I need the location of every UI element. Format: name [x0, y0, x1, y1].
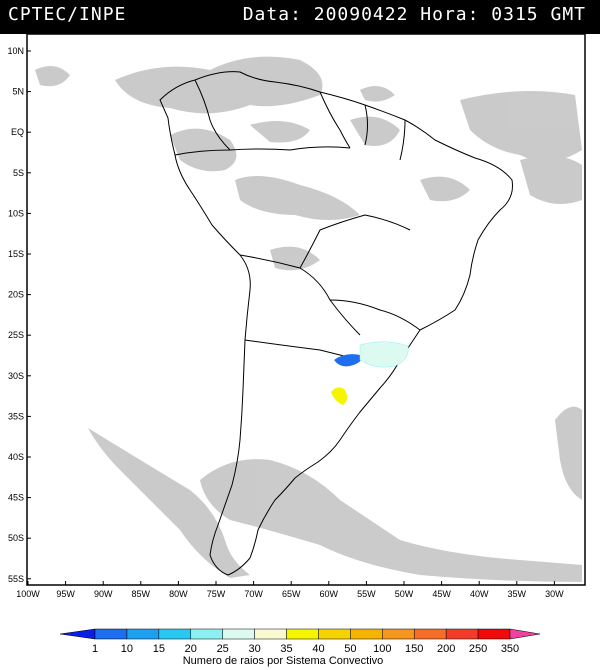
- legend-swatch: [286, 628, 319, 640]
- legend-label: 250: [469, 643, 487, 655]
- lon-label: 65W: [282, 589, 301, 599]
- legend-swatch: [382, 628, 415, 640]
- lon-label: 80W: [169, 589, 188, 599]
- legend-arrow-right: [509, 628, 541, 640]
- datetime-label: Data: 20090422 Hora: 0315 GMT: [242, 4, 586, 25]
- lon-label: 75W: [207, 589, 226, 599]
- legend-label: 50: [344, 643, 356, 655]
- lon-label: 55W: [357, 589, 376, 599]
- legend-label: 150: [405, 643, 423, 655]
- lon-label: 85W: [132, 589, 151, 599]
- legend-label: 20: [185, 643, 197, 655]
- system-lightcyan: [359, 341, 409, 368]
- lat-label: 35S: [8, 411, 24, 421]
- legend-label: 350: [501, 643, 519, 655]
- legend-arrow-left: [59, 628, 96, 640]
- longitude-labels: 100W 95W 90W 85W 80W 75W 70W 65W 60W 55W 50W 45W 40W…: [16, 581, 564, 599]
- lon-label: 90W: [94, 589, 113, 599]
- lat-label: 10N: [7, 46, 24, 56]
- legend-swatch: [158, 628, 192, 640]
- legend-swatch: [477, 628, 511, 640]
- legend-label: 100: [373, 643, 391, 655]
- legend-swatch: [222, 628, 255, 640]
- lat-label: 45S: [8, 493, 24, 503]
- legend-swatch: [126, 628, 160, 640]
- lon-label: 70W: [244, 589, 263, 599]
- lon-label: 95W: [56, 589, 75, 599]
- lat-label: 15S: [8, 249, 24, 259]
- legend-title: Numero de raios por Sistema Convectivo: [183, 655, 384, 667]
- legend-label: 30: [248, 643, 260, 655]
- lon-label: 40W: [470, 589, 489, 599]
- legend-label: 15: [153, 643, 165, 655]
- lat-label: 5S: [13, 168, 24, 178]
- legend-swatch: [190, 628, 223, 640]
- lat-label: 55S: [8, 574, 24, 584]
- legend-label: 200: [437, 643, 455, 655]
- lat-label: 40S: [8, 452, 24, 462]
- map-header-bar: CPTEC/INPE Data: 20090422 Hora: 0315 GMT: [0, 0, 600, 34]
- lon-label: 30W: [545, 589, 564, 599]
- lat-label: 25S: [8, 330, 24, 340]
- lon-label: 100W: [16, 589, 40, 599]
- lon-label: 60W: [320, 589, 339, 599]
- lat-label: 50S: [8, 533, 24, 543]
- lightning-systems: [331, 341, 409, 405]
- legend-label: 40: [312, 643, 324, 655]
- system-yellow: [331, 387, 348, 405]
- legend-label: 25: [217, 643, 229, 655]
- lat-label: 20S: [8, 290, 24, 300]
- legend-swatch: [318, 628, 351, 640]
- legend-swatch: [445, 628, 479, 640]
- lat-label: 10S: [8, 208, 24, 218]
- lon-label: 50W: [395, 589, 414, 599]
- legend-swatch: [254, 628, 287, 640]
- continent-outline: [159, 71, 513, 576]
- lon-label: 45W: [432, 589, 451, 599]
- lat-label: 30S: [8, 371, 24, 381]
- agency-label: CPTEC/INPE: [8, 4, 127, 25]
- latitude-labels: 10N 5N EQ 5S 10S 15S 20S 25S 30S 35S 40S 45S 50S 55S: [7, 46, 31, 584]
- legend-label: 35: [280, 643, 292, 655]
- legend-label: 1: [92, 643, 98, 655]
- legend-label: 10: [121, 643, 133, 655]
- lat-label: 5N: [12, 87, 24, 97]
- cloud-cover: [35, 56, 582, 582]
- legend-swatch: [94, 628, 128, 640]
- legend-swatch: [413, 628, 447, 640]
- legend-swatch: [350, 628, 383, 640]
- lightning-legend: 1 10 15 20 25 30 35 40 50 100 150 200 250 350: [59, 628, 541, 655]
- lat-label: EQ: [11, 127, 24, 137]
- lon-label: 35W: [508, 589, 527, 599]
- system-blue: [334, 354, 362, 367]
